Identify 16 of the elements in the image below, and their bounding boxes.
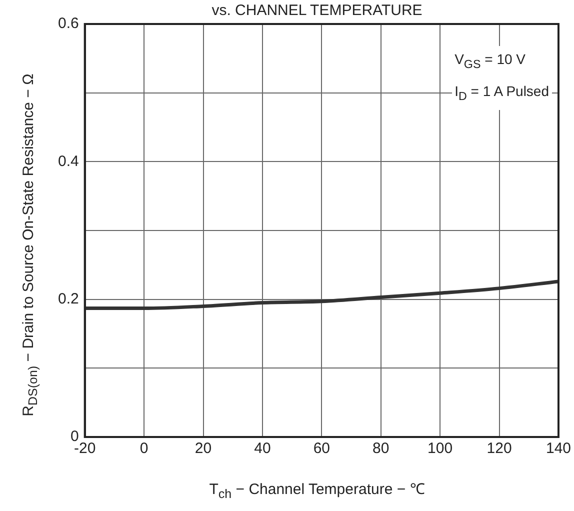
annotation: I$_{D}$ = 1 A Pulsed <box>452 78 552 110</box>
x-tick-label: 20 <box>194 440 212 458</box>
line-series <box>84 280 558 310</box>
x-tick-label: 0 <box>140 440 148 458</box>
x-tick-label: 120 <box>486 440 512 458</box>
y-tick-label: 0.2 <box>58 290 79 308</box>
x-axis-title: T$_{ch}$ − Channel Temperature − ℃ <box>208 480 426 501</box>
x-tick-label: 80 <box>372 440 390 458</box>
y-tick-label: 0.4 <box>58 152 79 170</box>
chart-title: vs. CHANNEL TEMPERATURE <box>212 2 422 19</box>
x-tick-label: 100 <box>428 440 453 458</box>
annotation: V$_{GS}$ = 10 V <box>452 46 552 78</box>
y-tick-label: 0.6 <box>58 15 79 32</box>
x-tick-label: 60 <box>313 440 330 458</box>
x-tick-label: 140 <box>546 440 571 458</box>
x-tick-label: 40 <box>254 440 271 458</box>
